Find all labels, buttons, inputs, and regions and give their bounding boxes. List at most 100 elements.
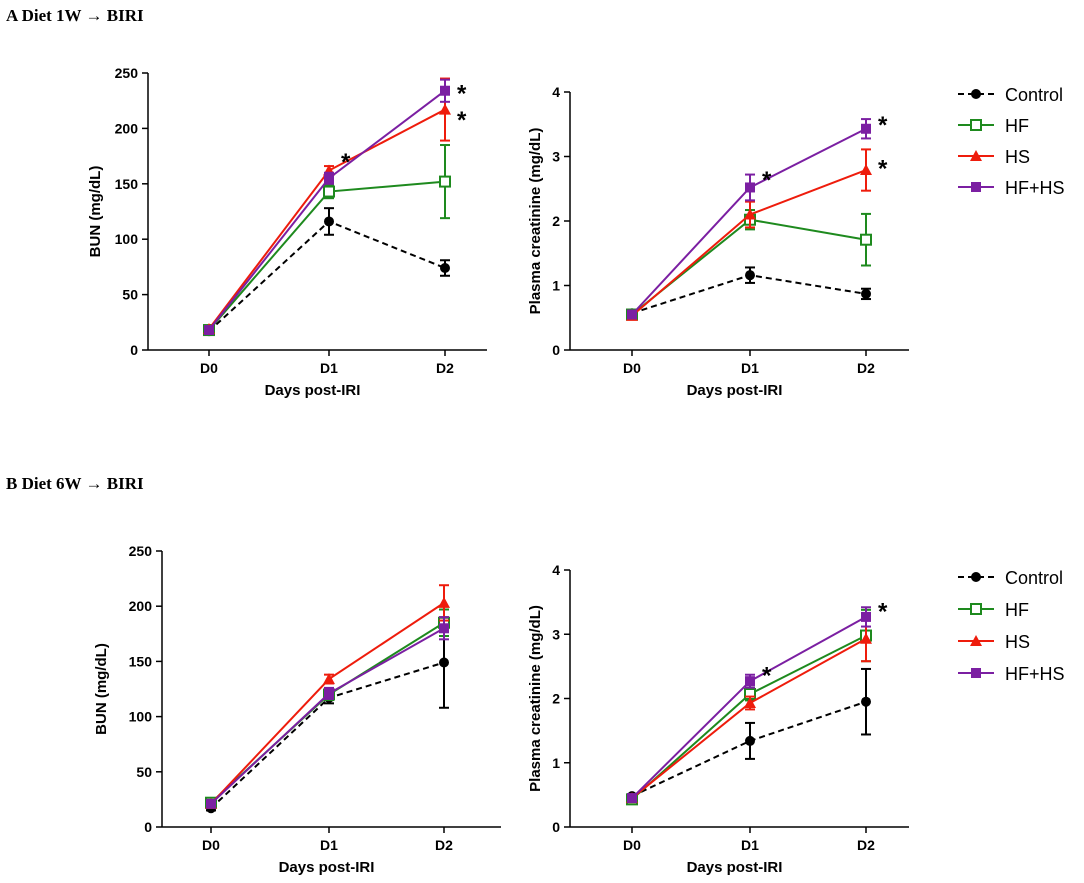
series-line: [210, 627, 445, 805]
x-axis-title: Days post-IRI: [279, 859, 375, 876]
y-tick-label: 3: [552, 149, 560, 165]
data-point: [745, 270, 755, 281]
data-point: [745, 676, 755, 687]
x-tick-label: D2: [857, 360, 875, 376]
x-tick-label: D0: [623, 837, 641, 853]
data-point: [324, 173, 334, 184]
panel-b-label: B Diet 6W → BIRI: [6, 474, 144, 494]
chart-b-cr: 0 1 2 3 4 D0 D1 D2 Days post-IRI Plasma creatinin…: [527, 562, 909, 876]
y-tick-label: 4: [552, 84, 560, 100]
data-point: [745, 182, 755, 193]
legend-marker: [970, 119, 982, 131]
data-point: [440, 263, 450, 274]
x-tick-label: D2: [857, 837, 875, 853]
legend-item-hs: HS: [958, 147, 1030, 167]
series-hf-hs: [206, 616, 449, 809]
significance-star: *: [878, 155, 888, 182]
y-tick-label: 150: [129, 653, 153, 669]
x-tick-label: D2: [436, 360, 454, 376]
legend-marker: [970, 603, 982, 615]
data-point: [861, 611, 871, 622]
chart-b-bun: 0 50 100 150 200 250 D0 D1 D2 Days post-IRI BUN (m…: [93, 543, 501, 876]
y-axis-title: Plasma creatinine (mg/dL): [527, 128, 544, 315]
data-point: [861, 288, 871, 299]
panel-b-arrow: →: [85, 474, 103, 493]
panel-a-arrow: →: [85, 6, 103, 25]
x-axis-title: Days post-IRI: [687, 859, 783, 876]
data-point: [627, 309, 637, 320]
legend-label: Control: [1005, 568, 1063, 588]
y-tick-label: 2: [552, 213, 560, 229]
x-tick-label: D0: [623, 360, 641, 376]
y-tick-label: 3: [552, 626, 560, 642]
chart-a-cr: 0 1 2 3 4 D0 D1 D2 Days post-IRI Plasma creatinin…: [527, 84, 909, 399]
x-tick-label: D0: [200, 360, 218, 376]
y-tick-label: 0: [144, 819, 152, 835]
legend-label: Control: [1005, 85, 1063, 105]
data-point: [206, 798, 216, 809]
y-tick-label: 50: [122, 287, 138, 303]
significance-star: *: [878, 598, 888, 625]
y-tick-label: 250: [115, 65, 139, 81]
significance-star: *: [762, 167, 772, 194]
series-line: [208, 180, 446, 331]
data-point: [439, 657, 449, 668]
data-point: [860, 233, 872, 246]
x-tick-label: D1: [320, 360, 338, 376]
y-tick-label: 0: [552, 819, 560, 835]
legend-item-hf-hs: HF+HS: [958, 664, 1065, 684]
x-tick-label: D1: [320, 837, 338, 853]
y-tick-label: 200: [115, 120, 139, 136]
legend-item-hf: HF: [958, 600, 1029, 620]
series-line: [210, 621, 445, 804]
legend-item-hf: HF: [958, 116, 1029, 136]
y-tick-label: 250: [129, 543, 153, 559]
data-point: [627, 793, 637, 804]
data-point: [323, 185, 335, 198]
legend-b: Control HF HS HF+HS: [958, 568, 1065, 684]
data-point: [860, 632, 872, 644]
series-control: [627, 266, 871, 319]
y-tick-label: 1: [552, 278, 560, 294]
legend-marker: [971, 89, 981, 99]
legend-a: Control HF HS HF+HS: [958, 85, 1065, 198]
significance-star: *: [341, 149, 351, 176]
data-point: [440, 85, 450, 96]
legend-marker: [970, 150, 982, 161]
legend-label: HF+HS: [1005, 178, 1065, 198]
y-tick-label: 50: [136, 764, 152, 780]
data-point: [861, 696, 871, 707]
legend-label: HF: [1005, 116, 1029, 136]
data-point: [323, 673, 335, 685]
significance-star: *: [457, 107, 467, 134]
legend-marker: [971, 182, 981, 192]
data-point: [204, 325, 214, 336]
legend-item-control: Control: [958, 85, 1063, 105]
data-point: [324, 216, 334, 227]
panel-b-suffix: BIRI: [106, 474, 144, 493]
x-axis-title: Days post-IRI: [687, 382, 783, 399]
data-point: [439, 103, 451, 115]
significance-star: *: [457, 80, 467, 107]
y-tick-label: 2: [552, 691, 560, 707]
data-point: [439, 175, 451, 188]
legend-item-hf-hs: HF+HS: [958, 178, 1065, 198]
series-hf: [203, 144, 451, 337]
panel-a-suffix: BIRI: [106, 6, 144, 25]
x-tick-label: D0: [202, 837, 220, 853]
series-line: [631, 637, 867, 799]
x-tick-label: D2: [435, 837, 453, 853]
series-hf-hs: [627, 118, 871, 320]
y-tick-label: 1: [552, 755, 560, 771]
data-point: [745, 735, 755, 746]
data-point: [744, 696, 756, 708]
series-hf-hs: [627, 606, 871, 804]
data-point: [860, 164, 872, 176]
y-tick-label: 100: [115, 231, 139, 247]
series-hs: [626, 615, 872, 804]
legend-marker: [970, 635, 982, 646]
y-tick-label: 100: [129, 709, 153, 725]
legend-label: HF+HS: [1005, 664, 1065, 684]
legend-item-hs: HS: [958, 632, 1030, 652]
